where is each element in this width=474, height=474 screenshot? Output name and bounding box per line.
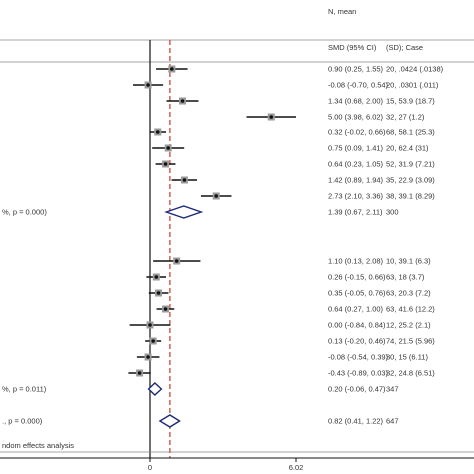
study-point-estimate xyxy=(269,115,274,119)
study-point-estimate xyxy=(170,67,174,71)
study-point-estimate xyxy=(163,162,168,166)
study-ci-text: 0.32 (-0.02, 0.66) xyxy=(328,128,386,137)
study-n-text: 63, 41.6 (12.2) xyxy=(386,305,435,314)
study-point-estimate xyxy=(156,291,161,295)
study-point-estimate xyxy=(174,259,179,263)
study-row: 0.64 (0.23, 1.05) 52, 31.9 (7.21) xyxy=(155,160,435,169)
subtotal-diamond xyxy=(147,382,163,396)
study-ci-text: -0.43 (-0.89, 0.03) xyxy=(328,369,389,378)
x-axis: 0 6.02 xyxy=(0,457,474,472)
subtotal-label: %, p = 0.000) xyxy=(2,208,47,217)
study-row: 0.90 (0.25, 1.55) 20, .0424 (.0138) xyxy=(156,65,444,74)
study-n-text: 63, 20.3 (7.2) xyxy=(386,289,431,298)
study-n-text: 12, 25.2 (2.1) xyxy=(386,321,431,330)
study-row: 0.35 (-0.05, 0.76) 63, 20.3 (7.2) xyxy=(148,289,431,298)
study-point-estimate xyxy=(214,194,219,198)
study-n-text: 30, 15 (6.11) xyxy=(386,353,428,362)
header-n-mean-line2: (SD); Case xyxy=(386,43,423,52)
overall-row: ., p = 0.000) 0.82 (0.41, 1.22) 647 xyxy=(2,414,399,428)
study-point-estimate xyxy=(155,130,160,134)
subtotal-label: %, p = 0.011) xyxy=(2,385,47,394)
study-n-text: 15, 53.9 (18.7) xyxy=(386,97,435,106)
study-ci-text: 0.90 (0.25, 1.55) xyxy=(328,65,384,74)
subtotal-row: %, p = 0.000) 1.39 (0.67, 2.11) 300 xyxy=(2,205,399,219)
study-n-text: 20, .0301 (.011) xyxy=(386,81,439,90)
study-n-text: 32, 27 (1.2) xyxy=(386,113,425,122)
study-point-estimate xyxy=(180,99,185,103)
subtotal-diamond xyxy=(164,205,204,219)
study-ci-text: 2.73 (2.10, 3.36) xyxy=(328,192,384,201)
study-row: 1.10 (0.13, 2.08) 10, 39.1 (6.3) xyxy=(153,257,431,266)
subtotal-row: %, p = 0.011) 0.20 (-0.06, 0.47) 347 xyxy=(2,382,399,396)
overall-label: ., p = 0.000) xyxy=(2,417,43,426)
subtotal-n-text: 300 xyxy=(386,208,399,217)
study-ci-text: 0.26 (-0.15, 0.66) xyxy=(328,273,386,282)
study-point-estimate xyxy=(182,178,187,182)
study-n-text: 68, 58.1 (25.3) xyxy=(386,128,435,137)
study-row: 0.64 (0.27, 1.00) 63, 41.6 (12.2) xyxy=(156,305,435,314)
study-ci-text: 0.64 (0.23, 1.05) xyxy=(328,160,384,169)
study-n-text: 35, 22.9 (3.09) xyxy=(386,176,435,185)
study-ci-text: 0.75 (0.09, 1.41) xyxy=(328,144,384,153)
study-n-text: 38, 39.1 (8.29) xyxy=(386,192,435,201)
study-row: -0.43 (-0.89, 0.03)32, 24.8 (6.51) xyxy=(128,369,435,378)
study-ci-text: 0.64 (0.27, 1.00) xyxy=(328,305,384,314)
subtotal-ci-text: 0.20 (-0.06, 0.47) xyxy=(328,385,386,394)
study-ci-text: -0.08 (-0.70, 0.54) xyxy=(328,81,389,90)
subtotal-ci-text: 1.39 (0.67, 2.11) xyxy=(328,208,383,217)
study-n-text: 10, 39.1 (6.3) xyxy=(386,257,431,266)
study-ci-text: 0.13 (-0.20, 0.46) xyxy=(328,337,386,346)
study-point-estimate xyxy=(137,371,142,375)
rows-layer: 0.90 (0.25, 1.55) 20, .0424 (.0138) -0.08 … xyxy=(2,40,444,458)
study-ci-text: -0.08 (-0.54, 0.39) xyxy=(328,353,389,362)
study-row: 2.73 (2.10, 3.36) 38, 39.1 (8.29) xyxy=(200,192,435,201)
study-row: 0.75 (0.09, 1.41) 20, 62.4 (31) xyxy=(152,144,429,153)
study-n-text: 20, 62.4 (31) xyxy=(386,144,429,153)
study-ci-text: 0.35 (-0.05, 0.76) xyxy=(328,289,386,298)
study-row: 0.13 (-0.20, 0.46) 74, 21.5 (5.96) xyxy=(145,337,435,346)
subtotal-n-text: 347 xyxy=(386,385,399,394)
study-n-text: 20, .0424 (.0138) xyxy=(386,65,444,74)
study-point-estimate xyxy=(146,83,150,87)
overall-n-text: 647 xyxy=(386,417,399,426)
study-point-estimate xyxy=(163,307,168,311)
study-row: 0.00 (-0.84, 0.84) 12, 25.2 (2.1) xyxy=(129,321,431,330)
study-n-text: 52, 31.9 (7.21) xyxy=(386,160,435,169)
study-row: -0.08 (-0.70, 0.54)20, .0301 (.011) xyxy=(133,81,439,90)
study-point-estimate xyxy=(151,339,155,343)
header-n-mean-line1: N, mean xyxy=(328,7,356,16)
study-row: 1.42 (0.89, 1.94) 35, 22.9 (3.09) xyxy=(171,176,435,185)
x-tick-label: 6.02 xyxy=(289,463,304,472)
study-point-estimate xyxy=(146,355,150,359)
x-tick-label: 0 xyxy=(148,463,152,472)
overall-ci-text: 0.82 (0.41, 1.22) xyxy=(328,417,384,426)
study-ci-text: 1.42 (0.89, 1.94) xyxy=(328,176,384,185)
study-row: 0.26 (-0.15, 0.66) 63, 18 (3.7) xyxy=(146,273,425,282)
study-n-text: 32, 24.8 (6.51) xyxy=(386,369,435,378)
header-effect: SMD (95% CI) xyxy=(328,43,377,52)
study-point-estimate xyxy=(166,146,170,150)
study-n-text: 63, 18 (3.7) xyxy=(386,273,425,282)
footnote: ndom effects analysis xyxy=(2,441,74,450)
study-n-text: 74, 21.5 (5.96) xyxy=(386,337,435,346)
overall-diamond xyxy=(158,414,181,428)
study-row: 1.34 (0.68, 2.00) 15, 53.9 (18.7) xyxy=(166,97,435,106)
study-ci-text: 5.00 (3.98, 6.02) xyxy=(328,113,384,122)
study-row: 0.32 (-0.02, 0.66) 68, 58.1 (25.3) xyxy=(149,128,435,137)
study-row: -0.08 (-0.54, 0.39)30, 15 (6.11) xyxy=(136,353,428,362)
study-ci-text: 0.00 (-0.84, 0.84) xyxy=(328,321,386,330)
study-point-estimate xyxy=(148,323,152,327)
study-ci-text: 1.34 (0.68, 2.00) xyxy=(328,97,384,106)
study-point-estimate xyxy=(154,275,159,279)
study-row: 5.00 (3.98, 6.02) 32, 27 (1.2) xyxy=(246,113,425,122)
study-ci-text: 1.10 (0.13, 2.08) xyxy=(328,257,384,266)
